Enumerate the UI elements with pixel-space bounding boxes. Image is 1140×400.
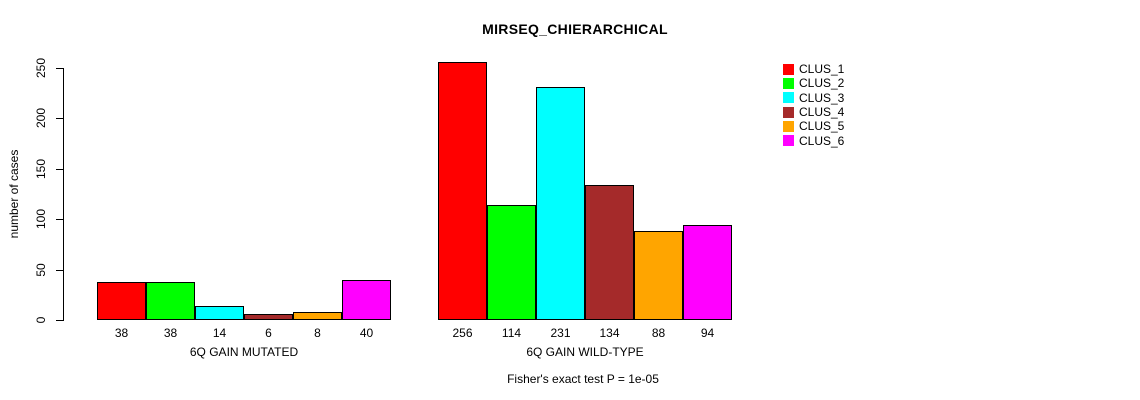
legend-item-label: CLUS_4 [799,105,845,120]
legend-color-swatch [783,106,794,118]
legend-item-label: CLUS_3 [799,90,845,105]
bar-clus_1 [97,282,146,320]
legend-item-label: CLUS_2 [799,76,845,91]
y-tick-mark [56,219,63,221]
legend-item: CLUS_2 [783,76,844,90]
legend-item: CLUS_4 [783,105,844,119]
y-tick-mark [56,269,63,271]
legend-color-swatch [783,77,794,89]
bar-value-label: 38 [114,326,129,340]
legend-item: CLUS_6 [783,133,844,147]
y-tick-label: 200 [34,108,48,129]
bar-value-label: 38 [163,326,178,340]
y-tick-label: 150 [34,158,48,179]
x-group-label: 6Q GAIN WILD-TYPE [526,345,644,359]
chart-title: MIRSEQ_CHIERARCHICAL [482,21,668,37]
bar-clus_3 [195,306,244,320]
y-tick-mark [56,68,63,69]
bar-value-label: 40 [359,326,374,340]
legend-item-label: CLUS_6 [799,133,845,148]
legend-item-label: CLUS_1 [799,62,845,77]
legend-item-label: CLUS_5 [799,119,845,134]
bar-value-label: 8 [314,326,321,340]
y-tick-label: 250 [34,57,48,79]
y-tick-mark [56,320,63,321]
legend-item: CLUS_5 [783,119,844,133]
bar-clus_4 [244,314,293,320]
y-axis-line [63,68,64,321]
y-tick-mark [56,168,63,170]
legend: CLUS_1 CLUS_2 CLUS_3 CLUS_4 CLUS_5 CLUS_6 [783,62,844,148]
bar-value-label: 6 [265,326,272,340]
bar-value-label: 231 [550,326,571,340]
bar-value-label: 134 [599,326,620,340]
y-tick-mark [56,118,63,120]
bar-clus_2 [146,282,195,320]
legend-color-swatch [783,135,794,147]
annotation-text: Fisher's exact test P = 1e-05 [507,372,659,386]
y-axis-label: number of cases [7,149,21,239]
bar-clus_2 [487,205,536,320]
bar-value-label: 88 [651,326,666,340]
bar-clus_5 [634,231,683,320]
bar-value-label: 114 [501,326,522,340]
y-tick-label: 50 [34,262,48,277]
y-tick-label: 0 [34,316,48,324]
bar-clus_3 [536,87,585,320]
bar-value-label: 256 [452,326,473,340]
legend-color-swatch [783,63,794,75]
bar-clus_5 [293,312,342,320]
legend-item: CLUS_1 [783,62,844,76]
bar-value-label: 94 [700,326,715,340]
legend-color-swatch [783,120,794,132]
bar-clus_4 [585,185,634,320]
x-group-label: 6Q GAIN MUTATED [189,345,299,359]
y-tick-label: 100 [34,209,48,230]
bar-clus_6 [683,225,732,320]
bar-clus_1 [438,62,487,320]
bar-value-label: 14 [212,326,227,340]
legend-color-swatch [783,92,794,104]
bar-clus_6 [342,280,391,320]
legend-item: CLUS_3 [783,91,844,105]
